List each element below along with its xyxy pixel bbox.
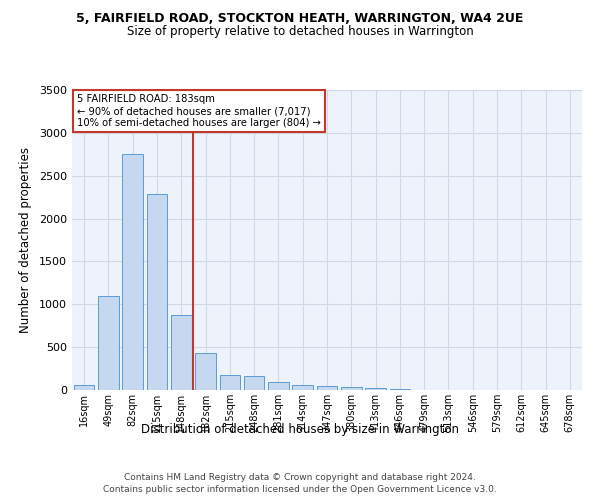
Bar — [171, 314, 191, 390]
Bar — [341, 388, 362, 390]
Bar — [268, 382, 289, 390]
Bar — [122, 154, 143, 390]
Bar — [220, 376, 240, 390]
Bar — [292, 385, 313, 390]
Text: 5, FAIRFIELD ROAD, STOCKTON HEATH, WARRINGTON, WA4 2UE: 5, FAIRFIELD ROAD, STOCKTON HEATH, WARRI… — [76, 12, 524, 26]
Bar — [365, 388, 386, 390]
Bar — [389, 389, 410, 390]
Text: Size of property relative to detached houses in Warrington: Size of property relative to detached ho… — [127, 25, 473, 38]
Text: Contains HM Land Registry data © Crown copyright and database right 2024.: Contains HM Land Registry data © Crown c… — [124, 472, 476, 482]
Bar — [317, 386, 337, 390]
Bar — [74, 385, 94, 390]
Text: Distribution of detached houses by size in Warrington: Distribution of detached houses by size … — [141, 422, 459, 436]
Y-axis label: Number of detached properties: Number of detached properties — [19, 147, 32, 333]
Text: Contains public sector information licensed under the Open Government Licence v3: Contains public sector information licen… — [103, 485, 497, 494]
Bar — [146, 194, 167, 390]
Text: 5 FAIRFIELD ROAD: 183sqm
← 90% of detached houses are smaller (7,017)
10% of sem: 5 FAIRFIELD ROAD: 183sqm ← 90% of detach… — [77, 94, 321, 128]
Bar — [244, 376, 265, 390]
Bar — [195, 353, 216, 390]
Bar — [98, 296, 119, 390]
